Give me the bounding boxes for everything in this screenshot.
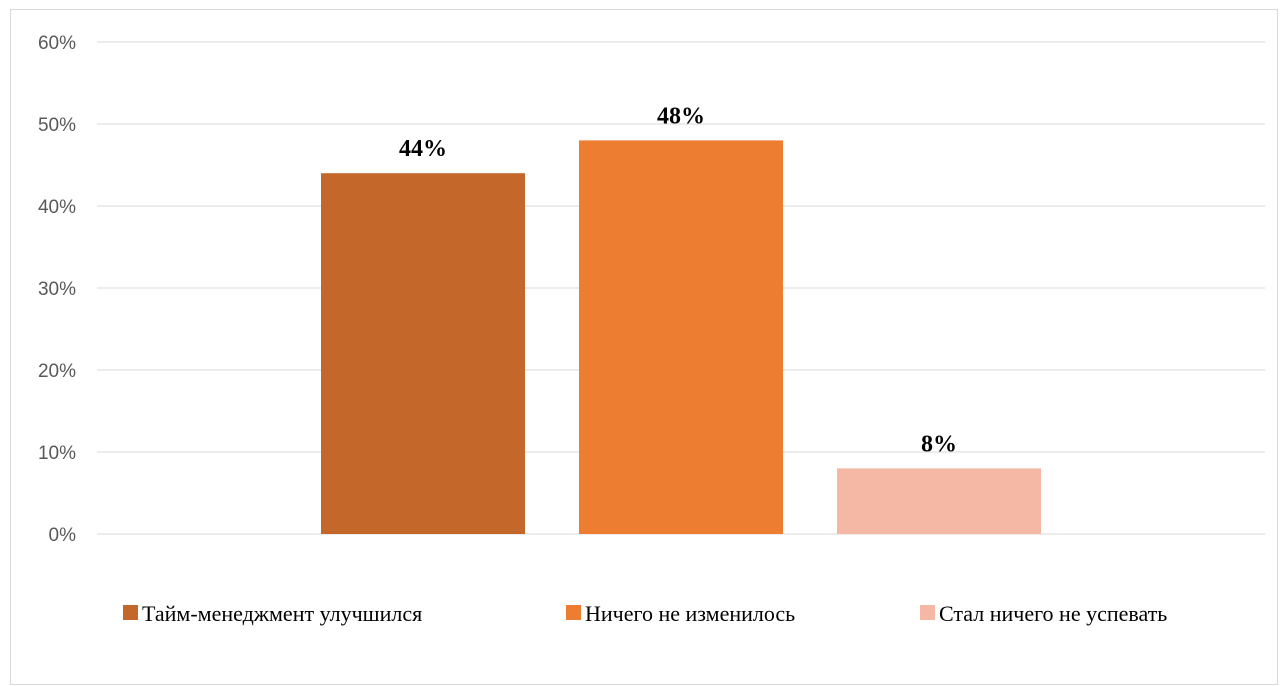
legend-swatch xyxy=(566,605,581,620)
legend-label: Тайм-менеджмент улучшился xyxy=(142,601,422,626)
data-label: 8% xyxy=(921,431,957,457)
y-tick-label: 50% xyxy=(38,115,76,136)
data-labels: 44% 48% 8% xyxy=(399,103,957,457)
legend-label: Стал ничего не успевать xyxy=(939,601,1167,626)
bar xyxy=(579,140,783,534)
data-label: 48% xyxy=(657,103,705,129)
y-tick-label: 0% xyxy=(49,525,77,546)
y-tick-label: 40% xyxy=(38,197,76,218)
bar xyxy=(321,173,525,534)
y-tick-label: 30% xyxy=(38,279,76,300)
y-axis-tick-labels: 0% 10% 20% 30% 40% 50% 60% xyxy=(38,33,76,546)
legend-label: Ничего не изменилось xyxy=(585,601,795,626)
legend: Тайм-менеджмент улучшился Ничего не измен… xyxy=(123,601,1167,626)
y-tick-label: 60% xyxy=(38,33,76,54)
legend-swatch xyxy=(920,605,935,620)
bar xyxy=(837,468,1041,534)
legend-swatch xyxy=(123,605,138,620)
data-label: 44% xyxy=(399,136,447,162)
bars xyxy=(321,140,1041,534)
y-tick-label: 10% xyxy=(38,443,76,464)
y-tick-label: 20% xyxy=(38,361,76,382)
